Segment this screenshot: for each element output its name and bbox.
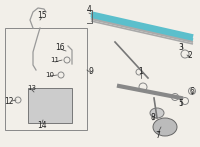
- Text: 8: 8: [151, 113, 155, 122]
- Text: 12: 12: [4, 96, 14, 106]
- Text: 10: 10: [46, 72, 54, 78]
- Ellipse shape: [153, 118, 177, 136]
- Ellipse shape: [150, 108, 164, 118]
- Text: 1: 1: [139, 67, 143, 76]
- Text: 5: 5: [179, 98, 183, 107]
- Text: 4: 4: [87, 5, 91, 15]
- Text: 3: 3: [179, 42, 183, 51]
- Text: 13: 13: [28, 85, 36, 91]
- Text: 14: 14: [37, 121, 47, 130]
- Text: 2: 2: [188, 51, 192, 60]
- Text: 9: 9: [89, 66, 93, 76]
- Text: 16: 16: [55, 42, 65, 51]
- Text: 15: 15: [37, 10, 47, 20]
- Bar: [28, 88, 72, 123]
- Bar: [5, 28, 87, 130]
- Text: 11: 11: [50, 57, 60, 63]
- Text: 6: 6: [190, 87, 194, 96]
- Text: 7: 7: [156, 131, 160, 140]
